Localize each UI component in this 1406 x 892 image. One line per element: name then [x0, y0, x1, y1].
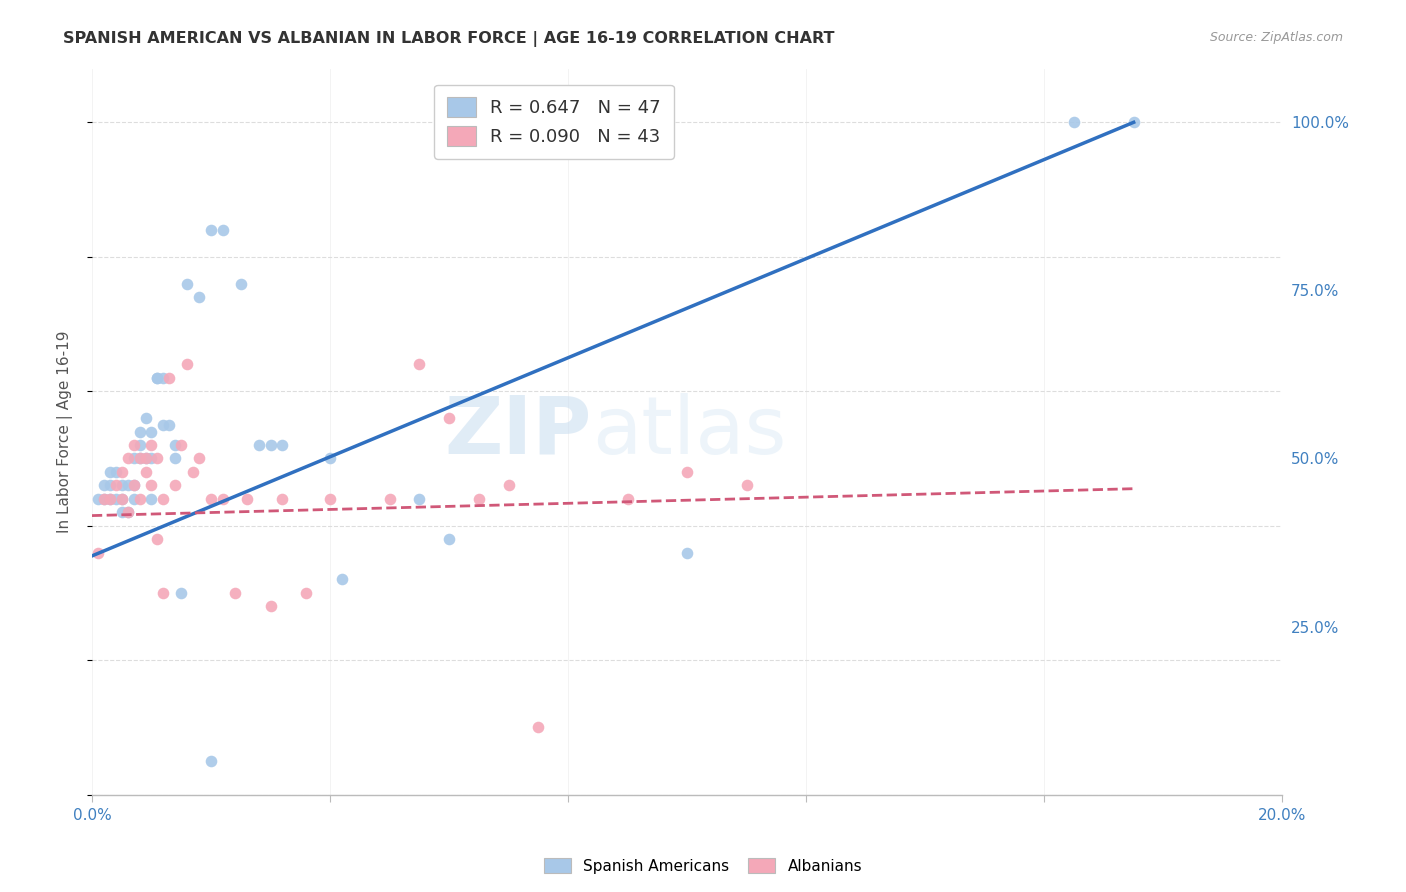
- Point: [200, 491, 222, 506]
- Point: [616, 491, 638, 506]
- Point: [117, 505, 139, 519]
- Point: [87, 491, 110, 506]
- Point: [146, 532, 169, 546]
- Point: [128, 451, 150, 466]
- Point: [111, 491, 134, 506]
- Point: [1122, 115, 1144, 129]
- Point: [98, 491, 121, 506]
- Point: [176, 357, 198, 371]
- Point: [128, 425, 150, 439]
- Text: SPANISH AMERICAN VS ALBANIAN IN LABOR FORCE | AGE 16-19 CORRELATION CHART: SPANISH AMERICAN VS ALBANIAN IN LABOR FO…: [63, 31, 835, 47]
- Point: [117, 451, 139, 466]
- Point: [271, 491, 294, 506]
- Point: [259, 599, 281, 614]
- Point: [229, 277, 252, 291]
- Point: [676, 545, 699, 559]
- Point: [98, 465, 121, 479]
- Point: [224, 586, 246, 600]
- Point: [408, 491, 430, 506]
- Point: [157, 371, 180, 385]
- Point: [437, 532, 460, 546]
- Point: [128, 451, 150, 466]
- Point: [378, 491, 401, 506]
- Point: [141, 425, 163, 439]
- Point: [408, 357, 430, 371]
- Legend: Spanish Americans, Albanians: Spanish Americans, Albanians: [537, 852, 869, 880]
- Point: [152, 491, 174, 506]
- Point: [141, 491, 163, 506]
- Point: [134, 411, 156, 425]
- Point: [141, 438, 163, 452]
- Point: [146, 451, 169, 466]
- Point: [134, 465, 156, 479]
- Point: [152, 371, 174, 385]
- Point: [527, 720, 550, 734]
- Point: [735, 478, 758, 492]
- Text: ZIP: ZIP: [444, 392, 592, 471]
- Point: [117, 478, 139, 492]
- Point: [111, 491, 134, 506]
- Point: [212, 491, 235, 506]
- Point: [247, 438, 270, 452]
- Point: [122, 478, 145, 492]
- Point: [200, 754, 222, 768]
- Point: [235, 491, 257, 506]
- Text: Source: ZipAtlas.com: Source: ZipAtlas.com: [1209, 31, 1343, 45]
- Point: [122, 451, 145, 466]
- Point: [141, 451, 163, 466]
- Point: [111, 465, 134, 479]
- Point: [468, 491, 491, 506]
- Point: [157, 417, 180, 432]
- Point: [200, 223, 222, 237]
- Point: [165, 451, 187, 466]
- Point: [111, 478, 134, 492]
- Point: [146, 371, 169, 385]
- Point: [93, 478, 115, 492]
- Point: [181, 465, 204, 479]
- Point: [128, 491, 150, 506]
- Point: [319, 491, 342, 506]
- Point: [271, 438, 294, 452]
- Point: [93, 491, 115, 506]
- Point: [295, 586, 318, 600]
- Point: [212, 223, 235, 237]
- Point: [128, 438, 150, 452]
- Point: [104, 478, 127, 492]
- Point: [104, 491, 127, 506]
- Point: [104, 465, 127, 479]
- Point: [188, 290, 211, 304]
- Point: [141, 478, 163, 492]
- Point: [134, 451, 156, 466]
- Point: [146, 371, 169, 385]
- Point: [1063, 115, 1085, 129]
- Point: [170, 586, 193, 600]
- Point: [319, 451, 342, 466]
- Point: [437, 411, 460, 425]
- Y-axis label: In Labor Force | Age 16-19: In Labor Force | Age 16-19: [58, 330, 73, 533]
- Point: [111, 505, 134, 519]
- Point: [122, 491, 145, 506]
- Point: [98, 478, 121, 492]
- Point: [259, 438, 281, 452]
- Point: [98, 491, 121, 506]
- Point: [152, 417, 174, 432]
- Point: [498, 478, 520, 492]
- Point: [165, 478, 187, 492]
- Point: [117, 505, 139, 519]
- Point: [122, 438, 145, 452]
- Legend: R = 0.647   N = 47, R = 0.090   N = 43: R = 0.647 N = 47, R = 0.090 N = 43: [434, 85, 673, 159]
- Point: [176, 277, 198, 291]
- Point: [330, 573, 353, 587]
- Text: atlas: atlas: [592, 392, 786, 471]
- Point: [170, 438, 193, 452]
- Point: [134, 451, 156, 466]
- Point: [152, 586, 174, 600]
- Point: [87, 545, 110, 559]
- Point: [93, 491, 115, 506]
- Point: [188, 451, 211, 466]
- Point: [676, 465, 699, 479]
- Point: [165, 438, 187, 452]
- Point: [122, 478, 145, 492]
